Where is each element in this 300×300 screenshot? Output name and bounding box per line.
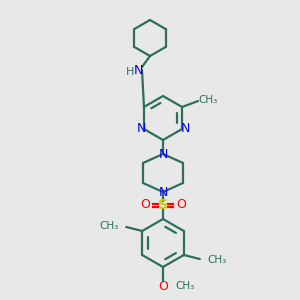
Text: CH₃: CH₃ [208,255,227,265]
Text: CH₃: CH₃ [175,281,194,291]
Text: N: N [158,148,168,160]
Text: N: N [133,64,143,76]
Text: O: O [158,280,168,292]
Text: O: O [176,199,186,212]
Text: H: H [126,67,134,77]
Text: CH₃: CH₃ [198,95,218,105]
Text: N: N [158,185,168,199]
Text: O: O [140,199,150,212]
Text: CH₃: CH₃ [99,221,118,231]
Text: N: N [136,122,146,136]
Text: N: N [180,122,190,136]
Text: S: S [158,198,168,212]
